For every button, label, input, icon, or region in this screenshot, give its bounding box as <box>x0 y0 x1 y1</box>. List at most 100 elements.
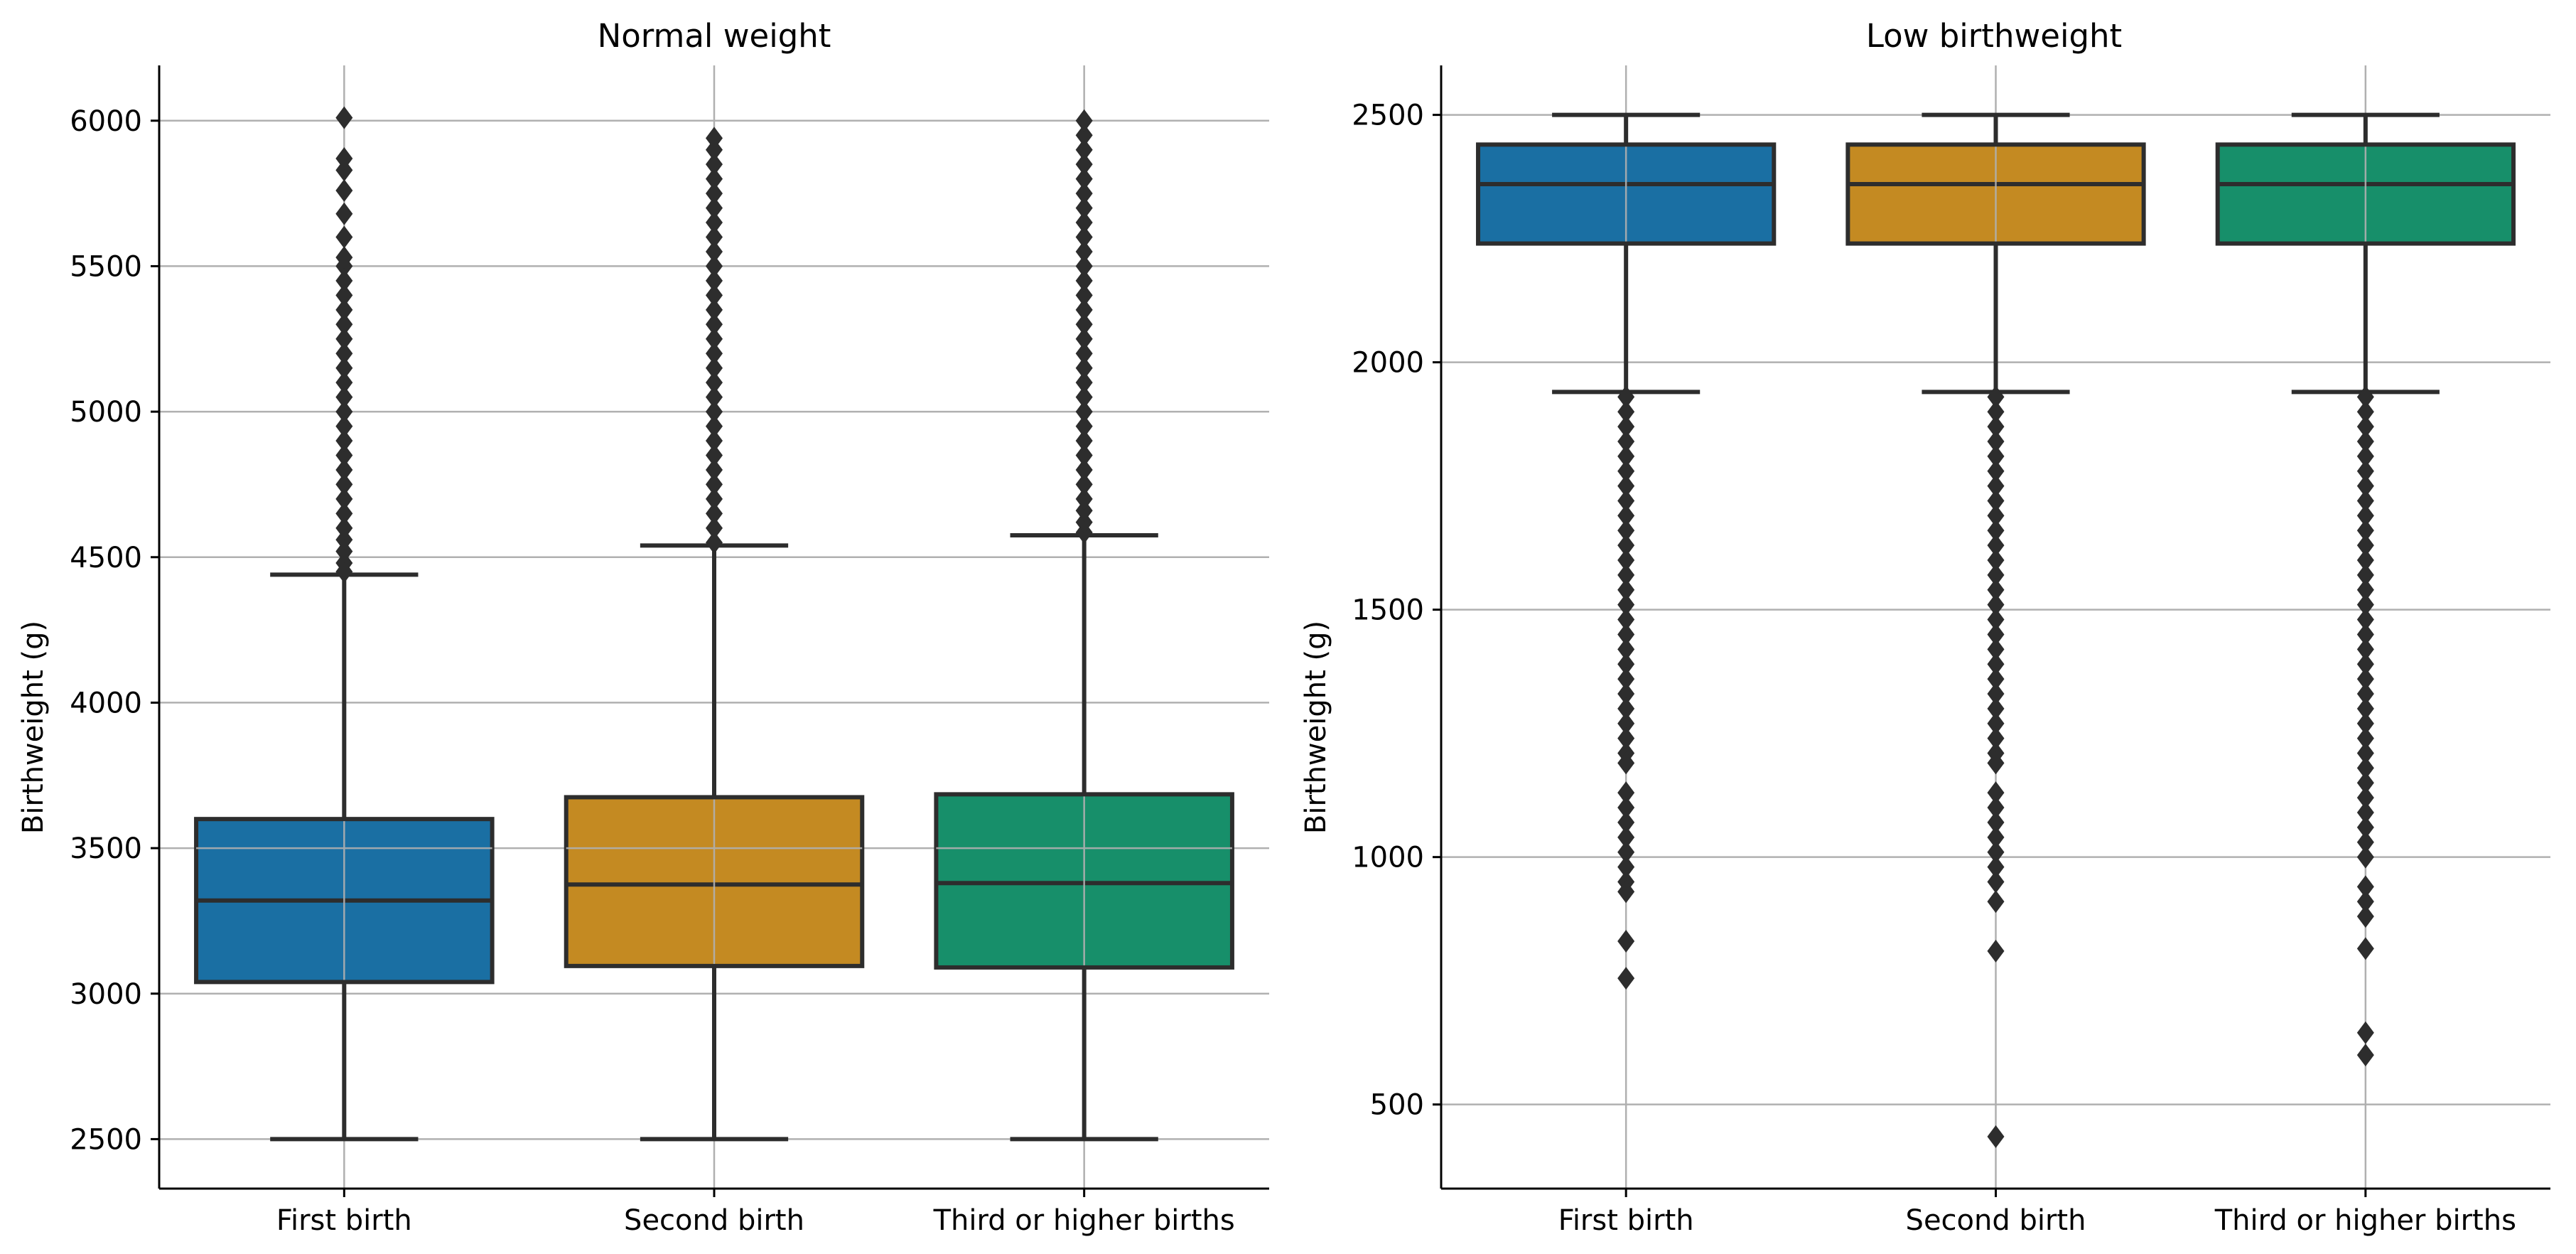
outlier-point <box>1987 668 2005 691</box>
outlier-point <box>2356 771 2374 795</box>
y-tick-label: 3500 <box>70 832 142 865</box>
outlier-point <box>706 444 723 467</box>
outlier-point <box>1075 385 1093 409</box>
outlier-point <box>1987 638 2005 661</box>
outlier-point <box>2356 682 2374 705</box>
outlier-point <box>1617 429 1635 453</box>
y-tick-label: 2500 <box>70 1123 142 1156</box>
outlier-point <box>2356 608 2374 631</box>
y-axis-label: Birthweight (g) <box>1300 621 1332 834</box>
y-tick-label: 1000 <box>1352 842 1424 874</box>
x-tick-label: Second birth <box>1906 1204 2086 1237</box>
panel-title: Low birthweight <box>1866 17 2122 55</box>
outlier-point <box>335 342 353 365</box>
outlier-point <box>335 246 353 269</box>
y-tick-label: 5500 <box>70 250 142 283</box>
outlier-point <box>2356 504 2374 527</box>
outlier-point <box>1987 593 2005 616</box>
panel-title: Normal weight <box>598 17 831 55</box>
outlier-point <box>1987 781 2005 805</box>
outlier-point <box>1617 682 1635 705</box>
outlier-point <box>335 106 353 129</box>
outlier-point <box>1617 840 1635 864</box>
outlier-point <box>1617 608 1635 631</box>
outlier-point <box>1987 870 2005 894</box>
outlier-point <box>1617 504 1635 527</box>
outlier-point <box>1987 697 2005 720</box>
outlier-point <box>1617 400 1635 424</box>
outlier-point <box>335 516 353 540</box>
outlier-point <box>2356 668 2374 691</box>
x-tick-label: Third or higher births <box>933 1204 1235 1237</box>
outlier-point <box>2356 489 2374 513</box>
outlier-point <box>1617 474 1635 498</box>
outlier-point <box>1987 563 2005 586</box>
outlier-point <box>706 167 723 191</box>
outlier-point <box>1987 825 2005 849</box>
y-tick-label: 5000 <box>70 396 142 429</box>
outlier-point <box>335 540 353 563</box>
outlier-point <box>1617 489 1635 513</box>
outlier-point <box>335 202 353 225</box>
box-group <box>2215 112 2516 1067</box>
outlier-point <box>335 400 353 424</box>
outlier-point <box>706 284 723 307</box>
outlier-point <box>335 502 353 525</box>
outlier-point <box>1075 153 1093 176</box>
outlier-point <box>1075 510 1093 534</box>
outlier-point <box>706 371 723 395</box>
outlier-point <box>1987 751 2005 775</box>
y-tick-label: 3000 <box>70 978 142 1011</box>
outlier-point <box>706 327 723 350</box>
box-group <box>564 127 865 1142</box>
outlier-point <box>706 414 723 438</box>
outlier-point <box>2356 534 2374 557</box>
outlier-point <box>706 254 723 278</box>
outlier-point <box>706 473 723 496</box>
outlier-point <box>1617 751 1635 775</box>
outlier-point <box>1987 653 2005 676</box>
box-group <box>1476 112 1777 990</box>
y-axis-label: Birthweight (g) <box>17 621 50 834</box>
outlier-point <box>1617 697 1635 720</box>
y-tick-label: 2000 <box>1352 347 1424 380</box>
outlier-point <box>1987 385 2005 409</box>
outlier-point <box>335 473 353 496</box>
y-tick-label: 500 <box>1370 1089 1424 1122</box>
outlier-point <box>1617 855 1635 879</box>
outlier-point <box>1987 400 2005 424</box>
outlier-point <box>1075 400 1093 424</box>
outlier-point <box>2356 845 2374 869</box>
outlier-point <box>1075 458 1093 481</box>
x-tick-label: First birth <box>1558 1204 1694 1237</box>
outlier-point <box>1987 444 2005 468</box>
outlier-point <box>1987 890 2005 913</box>
y-tick-label: 6000 <box>70 105 142 138</box>
outlier-point <box>1617 880 1635 904</box>
outlier-point <box>1075 327 1093 350</box>
outlier-point <box>335 269 353 292</box>
y-tick-label: 4000 <box>70 687 142 719</box>
outlier-point <box>1987 504 2005 527</box>
outlier-point <box>2356 890 2374 913</box>
outlier-point <box>1987 682 2005 705</box>
outlier-point <box>706 458 723 481</box>
outlier-point <box>2356 756 2374 780</box>
outlier-point <box>706 313 723 336</box>
outlier-point <box>706 502 723 525</box>
outlier-point <box>1075 124 1093 147</box>
outlier-point <box>2356 1021 2374 1044</box>
outlier-point <box>2356 905 2374 928</box>
outlier-point <box>1987 459 2005 483</box>
outlier-point <box>2356 815 2374 839</box>
outlier-point <box>706 516 723 540</box>
outlier-point <box>706 211 723 235</box>
outlier-point <box>1617 563 1635 586</box>
outlier-point <box>335 551 353 574</box>
outlier-point <box>335 225 353 249</box>
outlier-point <box>706 240 723 263</box>
outlier-point <box>335 458 353 481</box>
outlier-point <box>706 385 723 409</box>
outlier-point <box>706 487 723 510</box>
outlier-point <box>706 138 723 161</box>
